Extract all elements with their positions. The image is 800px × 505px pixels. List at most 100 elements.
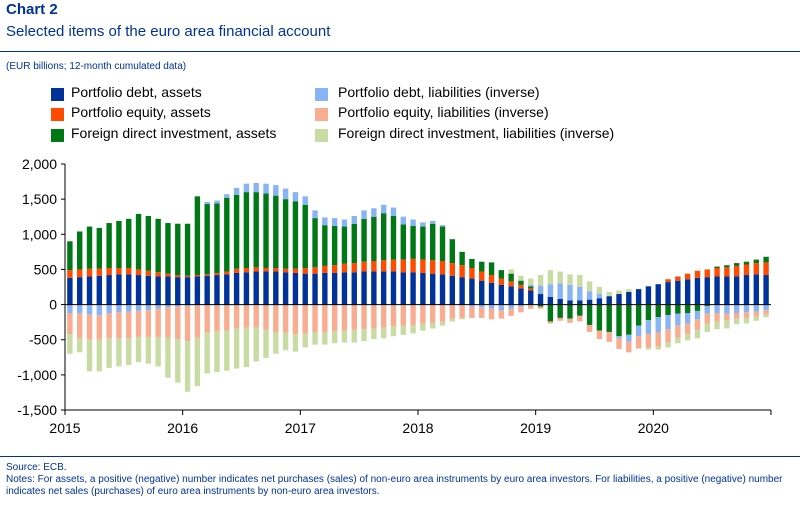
bar-pd_assets <box>616 294 622 305</box>
bar-pe_liab <box>341 304 348 331</box>
bar-pd_liab <box>175 304 181 307</box>
bar-fdi_assets <box>508 273 514 282</box>
bar-pe_liab <box>263 304 269 330</box>
x-tick-label: 2019 <box>520 420 551 436</box>
bar-pe_liab <box>224 304 230 331</box>
bar-pe_liab <box>488 308 495 320</box>
bar-pd_liab <box>586 291 593 300</box>
bar-pd_assets <box>459 277 465 305</box>
bar-pd_assets <box>665 282 671 305</box>
bar-pd_assets <box>194 276 201 305</box>
bar-fdi_assets <box>204 204 210 275</box>
bar-fdi_assets <box>214 203 220 273</box>
bar-fdi_liab <box>635 348 642 349</box>
y-tick-label: -1,000 <box>17 367 57 383</box>
y-tick-label: 500 <box>34 261 58 277</box>
legend-label-pe-liab: Portfolio equity, liabilities (inverse) <box>338 104 549 120</box>
bar-pd_liab <box>557 283 563 299</box>
bar-fdi_liab <box>655 346 661 350</box>
bar-fdi_assets <box>380 213 387 261</box>
bar-fdi_liab <box>557 271 563 284</box>
bar-fdi_liab <box>743 317 750 324</box>
bar-pd_assets <box>596 298 603 305</box>
bar-fdi_assets <box>361 218 367 262</box>
bar-pe_assets <box>390 259 397 272</box>
bar-fdi_liab <box>214 331 220 373</box>
bar-pd_liab <box>331 218 338 226</box>
bar-fdi_assets <box>459 251 465 266</box>
bar-fdi_assets <box>577 304 583 316</box>
bar-pd_liab <box>420 222 426 227</box>
bar-pd_assets <box>488 282 495 305</box>
bar-fdi_liab <box>204 332 210 374</box>
bar-pd_assets <box>106 275 112 305</box>
bar-pe_assets <box>459 265 465 278</box>
bar-pe_liab <box>410 304 416 325</box>
bar-pe_liab <box>430 304 436 323</box>
bar-fdi_assets <box>743 261 750 265</box>
bar-pe_assets <box>400 259 406 273</box>
bar-pd_liab <box>528 284 534 287</box>
chart-legend: Portfolio debt, assets Portfolio equity,… <box>0 0 800 150</box>
bar-pe_liab <box>243 304 250 328</box>
bar-pd_assets <box>714 276 720 305</box>
bar-fdi_liab <box>175 339 181 383</box>
legend-label-fdi-liab: Foreign direct investment, liabilities (… <box>338 125 615 141</box>
bar-fdi_assets <box>233 194 240 269</box>
bar-pe_liab <box>194 304 201 338</box>
bar-pd_liab <box>596 294 603 299</box>
bar-pd_assets <box>145 275 152 305</box>
y-tick-label: 0 <box>49 297 57 313</box>
bar-pd_assets <box>243 272 250 305</box>
bar-fdi_assets <box>282 199 289 269</box>
bar-pe_liab <box>106 313 112 339</box>
bar-pd_liab <box>126 304 132 312</box>
bar-pe_assets <box>508 281 514 287</box>
bar-pd_liab <box>253 182 259 193</box>
bar-fdi_liab <box>380 327 387 339</box>
bar-pd_assets <box>753 274 759 305</box>
bar-pd_assets <box>302 273 308 305</box>
bar-pd_assets <box>292 272 299 305</box>
bar-fdi_liab <box>145 336 152 364</box>
bar-pd_assets <box>263 271 269 305</box>
bar-pd_liab <box>439 225 446 227</box>
bar-pd_liab <box>273 185 279 196</box>
bar-pd_liab <box>665 315 671 330</box>
bar-fdi_assets <box>518 280 524 285</box>
bar-pd_liab <box>371 208 377 217</box>
bar-pe_liab <box>361 304 367 330</box>
bar-pd_liab <box>694 310 701 320</box>
bar-pe_assets <box>233 268 240 273</box>
bar-pe_liab <box>596 330 603 340</box>
bar-pe_assets <box>469 268 475 279</box>
bar-pe_assets <box>145 270 152 276</box>
bar-pe_assets <box>194 275 201 277</box>
bar-fdi_liab <box>67 334 73 354</box>
bar-pe_liab <box>449 304 456 319</box>
bar-pd_assets <box>224 274 230 305</box>
bar-pd_liab <box>508 304 514 309</box>
bar-fdi_liab <box>665 342 671 348</box>
bar-pd_liab <box>322 217 328 226</box>
bar-fdi_liab <box>77 338 83 353</box>
bar-pd_liab <box>518 304 524 307</box>
legend-swatch-fdi-assets <box>51 129 64 142</box>
legend-swatch-pe-liab <box>315 108 328 121</box>
bar-pe_assets <box>675 276 681 281</box>
bar-fdi_liab <box>733 318 740 325</box>
bar-fdi_liab <box>351 329 357 343</box>
bar-pe_liab <box>204 304 210 333</box>
bar-pd_liab <box>567 284 573 301</box>
bar-fdi_assets <box>596 304 603 331</box>
bar-fdi_assets <box>763 256 769 263</box>
bar-fdi_liab <box>537 275 544 286</box>
bar-pd_assets <box>67 277 73 305</box>
bar-fdi_assets <box>547 304 554 322</box>
bar-pe_assets <box>498 278 505 285</box>
bar-pe_liab <box>724 313 730 321</box>
bar-pd_assets <box>479 280 485 305</box>
bar-fdi_liab <box>694 329 701 339</box>
bar-pd_assets <box>645 286 652 305</box>
